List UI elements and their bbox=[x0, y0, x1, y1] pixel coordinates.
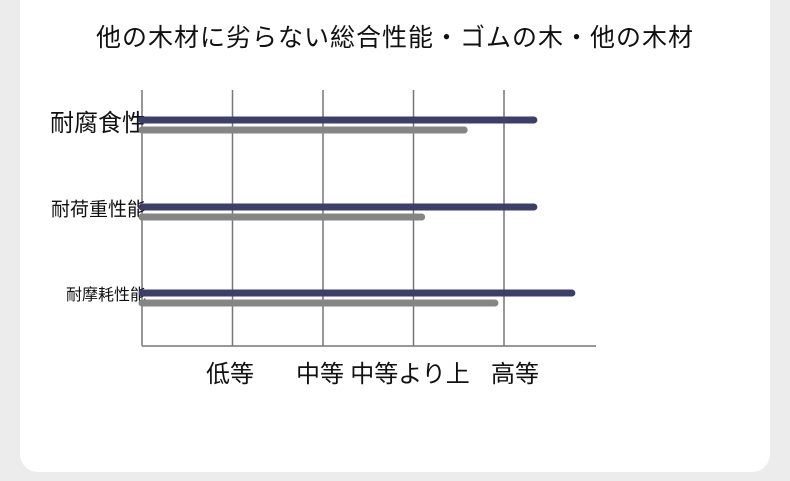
category-label: 耐荷重性能 bbox=[51, 199, 146, 221]
category-label: 耐摩耗性能 bbox=[66, 285, 146, 304]
x-tick-label: 中等より上 bbox=[350, 360, 470, 388]
chart-card bbox=[20, 0, 770, 472]
x-tick-label: 高等 bbox=[491, 360, 539, 388]
x-tick-label: 中等 bbox=[296, 360, 344, 388]
chart-title: 他の木材に劣らない総合性能・ゴムの木・他の木材 bbox=[95, 23, 694, 52]
category-label: 耐腐食性 bbox=[50, 109, 146, 137]
x-tick-label: 低等 bbox=[206, 360, 254, 388]
